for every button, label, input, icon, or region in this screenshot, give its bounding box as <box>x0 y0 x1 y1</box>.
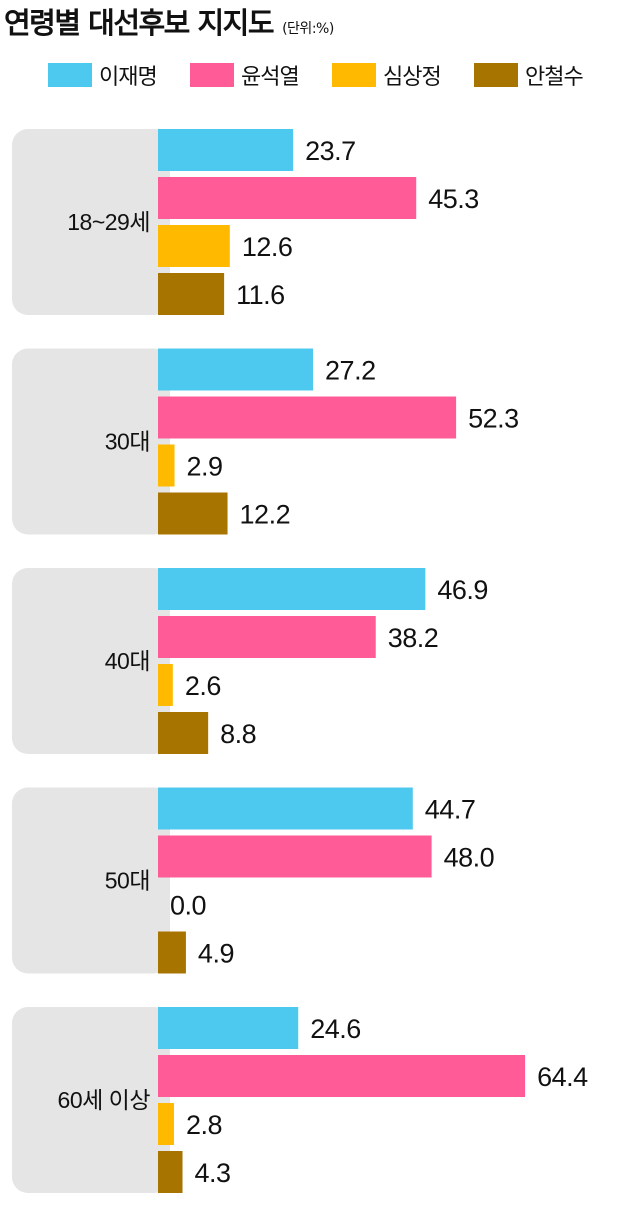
category-label: 40대 <box>105 648 150 674</box>
legend-label-1: 이재명 <box>99 65 158 90</box>
data-label: 12.2 <box>240 500 291 530</box>
bar <box>158 1103 174 1145</box>
bar <box>158 348 314 391</box>
legend-label-2: 윤석열 <box>241 65 300 90</box>
data-label: 4.9 <box>198 939 234 969</box>
bar <box>158 616 376 658</box>
data-label: 24.6 <box>310 1014 361 1044</box>
category-label: 18~29세 <box>67 209 150 235</box>
legend-swatch-4 <box>474 63 518 87</box>
data-label: 8.8 <box>220 719 256 749</box>
bar <box>158 664 173 706</box>
legend-item-4: 안철수 <box>474 60 584 90</box>
bar <box>158 492 228 535</box>
unit-label: (단위:%) <box>282 21 334 37</box>
legend-label-4: 안철수 <box>525 65 584 90</box>
bar <box>158 1055 526 1097</box>
data-label: 2.6 <box>185 671 221 701</box>
data-label: 12.6 <box>242 232 293 262</box>
legend-swatch-2 <box>190 63 234 87</box>
data-label: 45.3 <box>428 184 479 214</box>
group-background <box>12 1007 170 1193</box>
data-label: 27.2 <box>325 356 376 386</box>
legend-swatch-3 <box>332 63 376 87</box>
bar <box>158 129 294 171</box>
bar <box>158 931 186 974</box>
bar <box>158 444 175 487</box>
data-label: 46.9 <box>437 575 488 605</box>
group-background <box>12 787 170 974</box>
legend-item-3: 심상정 <box>332 60 442 90</box>
legend-item-2: 윤석열 <box>190 60 300 90</box>
bar <box>158 396 457 439</box>
bar <box>158 1007 299 1049</box>
data-label: 44.7 <box>425 795 476 825</box>
bar <box>158 273 225 315</box>
data-label: 2.8 <box>186 1110 222 1140</box>
bar <box>158 225 230 267</box>
data-label: 4.3 <box>195 1158 231 1188</box>
legend-item-1: 이재명 <box>48 60 158 90</box>
bar <box>158 1151 183 1193</box>
data-label: 23.7 <box>305 136 356 166</box>
chart-title-block: 연령별 대선후보 지지도 (단위:%) <box>4 0 334 42</box>
bar <box>158 835 432 878</box>
category-label: 50대 <box>105 868 150 894</box>
data-label: 52.3 <box>468 404 519 434</box>
bar <box>158 568 426 610</box>
group-background <box>12 129 170 315</box>
chart-title: 연령별 대선후보 지지도 <box>4 6 275 40</box>
data-label: 38.2 <box>388 623 439 653</box>
data-label: 11.6 <box>236 280 285 310</box>
group-background <box>12 348 170 535</box>
data-label: 2.9 <box>187 452 223 482</box>
legend: 이재명 윤석열 심상정 안철수 <box>0 60 640 90</box>
group-background <box>12 568 170 754</box>
data-label: 48.0 <box>444 843 495 873</box>
category-label: 60세 이상 <box>58 1087 151 1113</box>
category-label: 30대 <box>105 429 150 455</box>
legend-swatch-1 <box>48 63 92 87</box>
legend-label-3: 심상정 <box>383 65 442 90</box>
data-label: 0.0 <box>170 891 206 921</box>
bar <box>158 712 209 754</box>
bar <box>158 177 417 219</box>
bar <box>158 787 413 830</box>
data-label: 64.4 <box>537 1062 588 1092</box>
